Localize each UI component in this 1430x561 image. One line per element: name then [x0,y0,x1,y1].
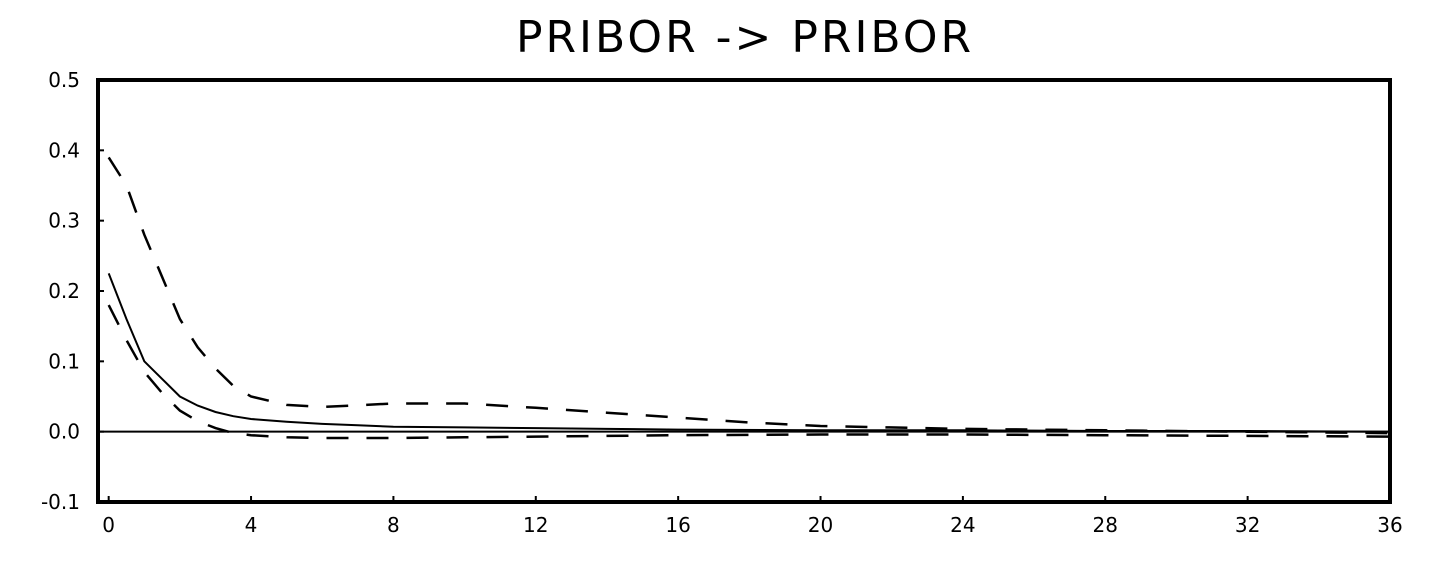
chart-title: PRIBOR -> PRIBOR [516,12,974,63]
x-tick-label: 20 [808,513,833,537]
x-tick-label: 12 [523,513,548,537]
x-tick-label: 4 [245,513,258,537]
x-tick-label: 24 [950,513,975,537]
y-tick-label: 0.3 [48,209,80,233]
response-line [107,273,1391,433]
x-tick-label: 0 [102,513,115,537]
x-axis-ticks: 0 4 8 12 16 20 24 28 32 36 [102,496,1403,537]
y-tick-label: -0.1 [41,490,80,514]
x-tick-label: 32 [1235,513,1260,537]
y-tick-label: 0.5 [48,68,80,92]
y-tick-label: 0.2 [48,279,80,303]
plot-frame [96,78,1392,504]
series-layer [107,156,1391,440]
y-tick-label: 0.1 [48,349,80,373]
y-axis-ticks: 0.5 0.4 0.3 0.2 0.1 0.0 -0.1 [41,68,104,514]
x-tick-label: 16 [665,513,690,537]
y-tick-label: 0.0 [48,420,80,444]
x-tick-label: 36 [1377,513,1402,537]
confidence-band-line [107,304,1391,440]
confidence-band-line [107,156,1391,435]
x-tick-label: 28 [1093,513,1118,537]
x-tick-label: 8 [387,513,400,537]
y-tick-label: 0.4 [48,138,80,162]
